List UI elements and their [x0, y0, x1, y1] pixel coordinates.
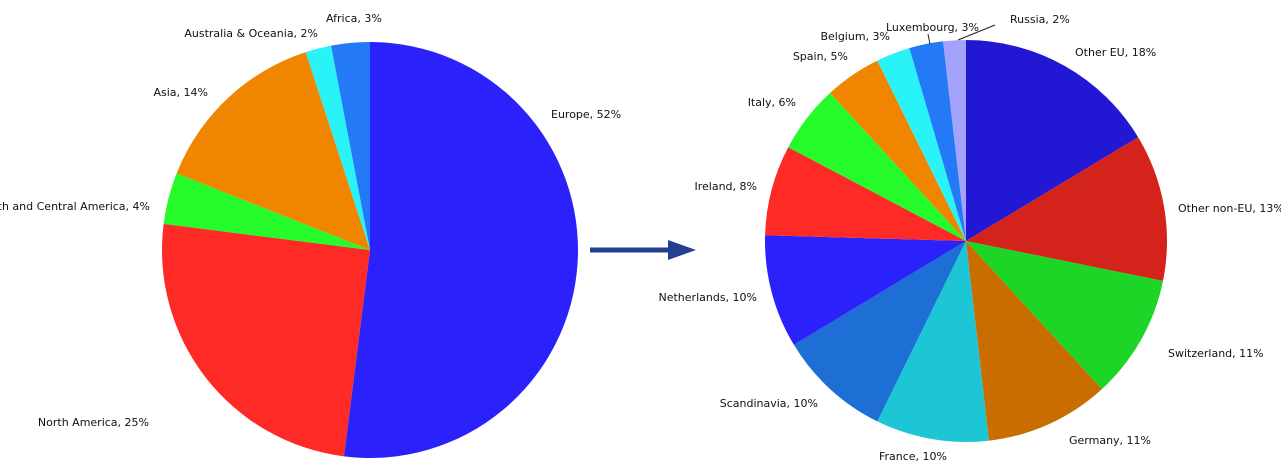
arrow-head [668, 240, 696, 260]
label-leader-line [927, 33, 931, 45]
label-leader-line [957, 24, 996, 41]
slice-label: Spain, 5% [793, 50, 848, 63]
slice-label: Asia, 14% [154, 86, 209, 99]
pie-slice-italy [788, 92, 966, 241]
pie-slice-scandinavia [793, 241, 966, 422]
pie-slice-russia [943, 40, 966, 241]
slice-label: France, 10% [879, 450, 947, 461]
pie-slice-netherlands [764, 235, 966, 345]
pie-slice-asia [176, 52, 370, 251]
slice-label: Belgium, 3% [820, 30, 890, 43]
pie-slice-other-eu [966, 40, 1139, 241]
slice-label: Australia & Oceania, 2% [184, 27, 318, 40]
connector-arrow [590, 240, 696, 260]
slice-label: Germany, 11% [1069, 434, 1151, 447]
slice-label: Russia, 2% [1010, 13, 1070, 26]
pie-slice-australia-oceania [305, 45, 370, 251]
pie-chart-regions: Europe, 52% North America, 25% South and C… [0, 12, 621, 459]
pie-slice-ireland [765, 147, 966, 241]
slice-label: Other non-EU, 13% [1178, 202, 1281, 215]
pie-slice-other-non-eu [966, 137, 1168, 281]
pie-slice-switzerland [966, 241, 1163, 390]
pie-slice-north-america [161, 223, 370, 457]
slice-label: Switzerland, 11% [1168, 347, 1264, 360]
slice-label: Netherlands, 10% [659, 291, 758, 304]
pie-slice-germany [966, 241, 1102, 441]
slice-label: North America, 25% [38, 416, 149, 429]
slice-label: Ireland, 8% [695, 180, 758, 193]
slice-label: Europe, 52% [551, 108, 621, 121]
pie-chart-europe-breakdown: Other EU, 18% Other non-EU, 13% Switzerlan… [659, 13, 1281, 461]
pie-slice-south-and-central-america [163, 173, 370, 250]
slice-label: South and Central America, 4% [0, 200, 150, 213]
slice-label: Scandinavia, 10% [720, 397, 818, 410]
pie-slice-africa [331, 42, 370, 250]
pie-slice-spain [830, 60, 966, 242]
pie-slice-france [877, 241, 989, 443]
pie-slice-europe [343, 42, 578, 459]
pie-slice-belgium [877, 48, 966, 241]
slice-label: Africa, 3% [326, 12, 382, 25]
slice-label: Other EU, 18% [1075, 46, 1156, 59]
slice-label: Italy, 6% [748, 96, 796, 109]
pie-slice-luxembourg [909, 41, 966, 242]
slice-label: Luxembourg, 3% [886, 21, 979, 34]
